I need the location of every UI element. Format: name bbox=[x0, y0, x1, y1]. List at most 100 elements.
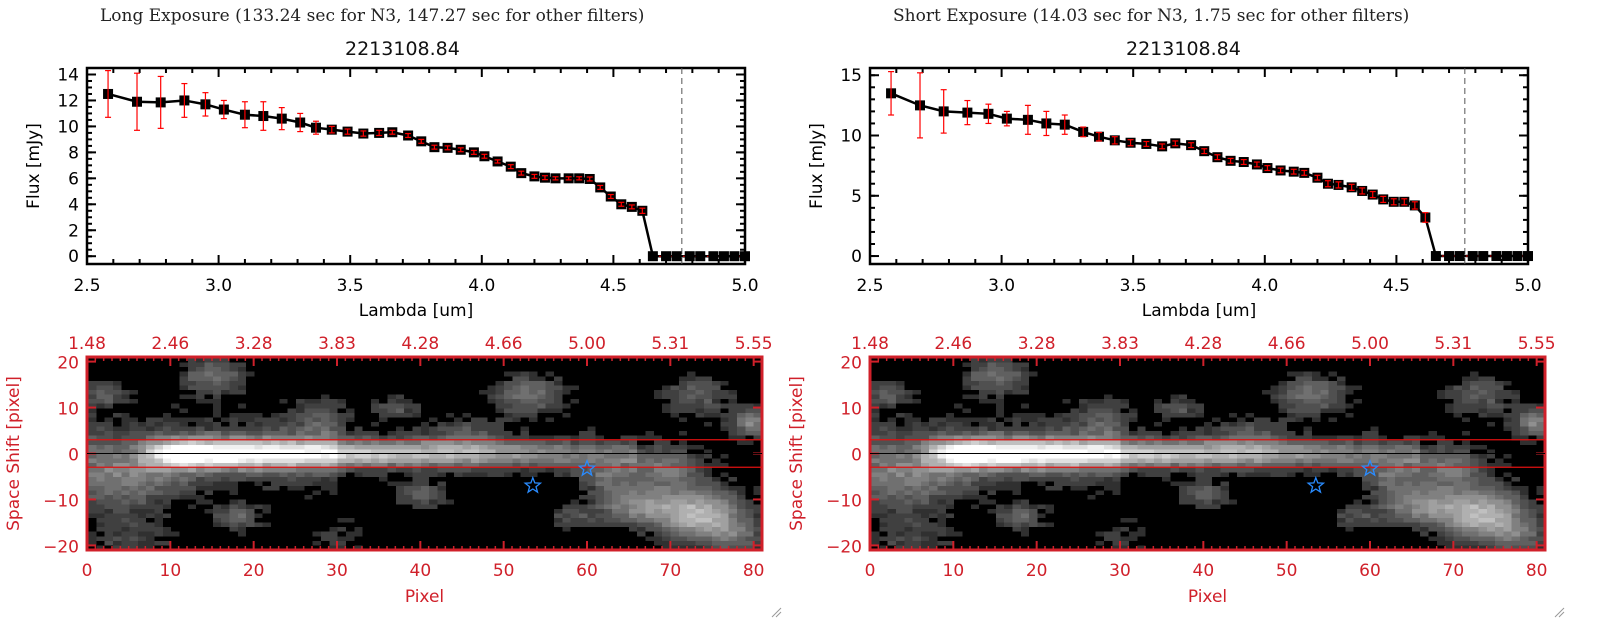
data-point-zero bbox=[740, 251, 750, 262]
x-axis-label: Pixel bbox=[1188, 587, 1227, 607]
y-tick-label: 0 bbox=[68, 446, 79, 466]
data-point-zero bbox=[647, 251, 658, 262]
y-tick-label: 8 bbox=[68, 143, 79, 163]
x-tick-label: 80 bbox=[743, 561, 765, 581]
left-panel-title: Long Exposure (133.24 sec for N3, 147.27… bbox=[100, 6, 645, 26]
data-point-zero bbox=[718, 251, 729, 262]
top-wavelength-tick-label: 1.48 bbox=[851, 334, 889, 354]
x-tick-label: 5.0 bbox=[1514, 276, 1541, 296]
x-tick-label: 10 bbox=[160, 561, 182, 581]
data-point-zero bbox=[1491, 251, 1502, 262]
top-wavelength-tick-label: 1.48 bbox=[68, 334, 106, 354]
data-point-zero bbox=[708, 251, 719, 262]
data-point-zero bbox=[1454, 251, 1465, 262]
y-tick-label: −20 bbox=[826, 537, 862, 557]
top-wavelength-tick-label: 3.28 bbox=[235, 334, 273, 354]
x-tick-label: 30 bbox=[1109, 561, 1131, 581]
y-tick-label: 10 bbox=[57, 117, 79, 137]
y-axis-label: Flux [mJy] bbox=[807, 123, 827, 209]
x-tick-label: 70 bbox=[660, 561, 682, 581]
x-tick-label: 40 bbox=[1193, 561, 1215, 581]
top-wavelength-tick-label: 5.55 bbox=[1518, 334, 1556, 354]
data-point-zero bbox=[684, 251, 695, 262]
star-marker-icon bbox=[1306, 475, 1326, 494]
right-panel-object-id: 2213108.84 bbox=[1126, 38, 1241, 60]
top-wavelength-tick-label: 2.46 bbox=[934, 334, 972, 354]
top-wavelength-tick-label: 5.55 bbox=[735, 334, 773, 354]
y-tick-label: 0 bbox=[851, 446, 862, 466]
x-tick-label: 10 bbox=[943, 561, 965, 581]
x-axis-label: Lambda [um] bbox=[1142, 301, 1256, 321]
y-tick-label: 6 bbox=[68, 169, 79, 189]
y-tick-label: 20 bbox=[840, 354, 862, 374]
x-tick-label: 4.5 bbox=[600, 276, 627, 296]
x-tick-label: 20 bbox=[1026, 561, 1048, 581]
plot-frame bbox=[868, 66, 1530, 266]
star-marker-icon bbox=[1360, 458, 1380, 477]
top-wavelength-tick-label: 4.28 bbox=[1184, 334, 1222, 354]
top-wavelength-tick-label: 3.83 bbox=[318, 334, 356, 354]
y-tick-label: −10 bbox=[826, 491, 862, 511]
y-tick-label: 0 bbox=[851, 247, 862, 267]
left-panel-object-id: 2213108.84 bbox=[345, 38, 460, 60]
y-axis-label: Space Shift [pixel] bbox=[787, 376, 807, 531]
star-marker-icon bbox=[577, 458, 597, 477]
y-axis-label: Space Shift [pixel] bbox=[4, 376, 24, 531]
x-tick-label: 3.5 bbox=[337, 276, 364, 296]
y-tick-label: 4 bbox=[68, 195, 79, 215]
top-wavelength-tick-label: 5.00 bbox=[568, 334, 606, 354]
x-tick-label: 4.5 bbox=[1383, 276, 1410, 296]
top-wavelength-tick-label: 5.31 bbox=[651, 334, 689, 354]
top-wavelength-tick-label: 4.66 bbox=[1268, 334, 1306, 354]
data-point-zero bbox=[661, 251, 672, 262]
x-tick-label: 30 bbox=[326, 561, 348, 581]
star-marker-icon bbox=[523, 475, 543, 494]
x-tick-label: 3.0 bbox=[988, 276, 1015, 296]
y-tick-label: 20 bbox=[57, 354, 79, 374]
resize-grip-icon[interactable] bbox=[1553, 606, 1565, 618]
data-point-zero bbox=[1478, 251, 1489, 262]
y-tick-label: −20 bbox=[43, 537, 79, 557]
resize-grip-icon[interactable] bbox=[770, 606, 782, 618]
x-tick-label: 0 bbox=[865, 561, 876, 581]
y-tick-label: 10 bbox=[840, 400, 862, 420]
top-wavelength-tick-label: 4.28 bbox=[401, 334, 439, 354]
x-axis-label: Lambda [um] bbox=[359, 301, 473, 321]
top-wavelength-tick-label: 3.28 bbox=[1018, 334, 1056, 354]
x-tick-label: 5.0 bbox=[731, 276, 758, 296]
y-tick-label: 2 bbox=[68, 221, 79, 241]
y-axis-label: Flux [mJy] bbox=[24, 123, 44, 209]
x-tick-label: 2.5 bbox=[856, 276, 883, 296]
top-wavelength-tick-label: 5.31 bbox=[1434, 334, 1472, 354]
x-tick-label: 60 bbox=[1359, 561, 1381, 581]
top-wavelength-tick-label: 3.83 bbox=[1101, 334, 1139, 354]
y-tick-label: 14 bbox=[57, 65, 79, 85]
data-point-zero bbox=[671, 251, 682, 262]
x-tick-label: 4.0 bbox=[1251, 276, 1278, 296]
y-tick-label: −10 bbox=[43, 491, 79, 511]
y-tick-label: 10 bbox=[57, 400, 79, 420]
x-tick-label: 4.0 bbox=[468, 276, 495, 296]
y-tick-label: 12 bbox=[57, 91, 79, 111]
data-point-zero bbox=[695, 251, 706, 262]
x-tick-label: 40 bbox=[410, 561, 432, 581]
data-point-zero bbox=[1523, 251, 1533, 262]
x-axis-label: Pixel bbox=[405, 587, 444, 607]
top-wavelength-tick-label: 5.00 bbox=[1351, 334, 1389, 354]
data-point-zero bbox=[1501, 251, 1512, 262]
x-tick-label: 3.0 bbox=[205, 276, 232, 296]
data-point-zero bbox=[1444, 251, 1455, 262]
y-tick-label: 0 bbox=[68, 247, 79, 267]
x-tick-label: 80 bbox=[1526, 561, 1548, 581]
top-wavelength-tick-label: 2.46 bbox=[151, 334, 189, 354]
data-point-zero bbox=[729, 251, 740, 262]
spectrum-line bbox=[107, 92, 745, 258]
x-tick-label: 50 bbox=[1276, 561, 1298, 581]
x-tick-label: 60 bbox=[576, 561, 598, 581]
data-point-zero bbox=[1467, 251, 1478, 262]
x-tick-label: 20 bbox=[243, 561, 265, 581]
y-tick-label: 15 bbox=[840, 66, 862, 86]
y-tick-label: 10 bbox=[840, 127, 862, 147]
data-point-zero bbox=[1430, 251, 1441, 262]
